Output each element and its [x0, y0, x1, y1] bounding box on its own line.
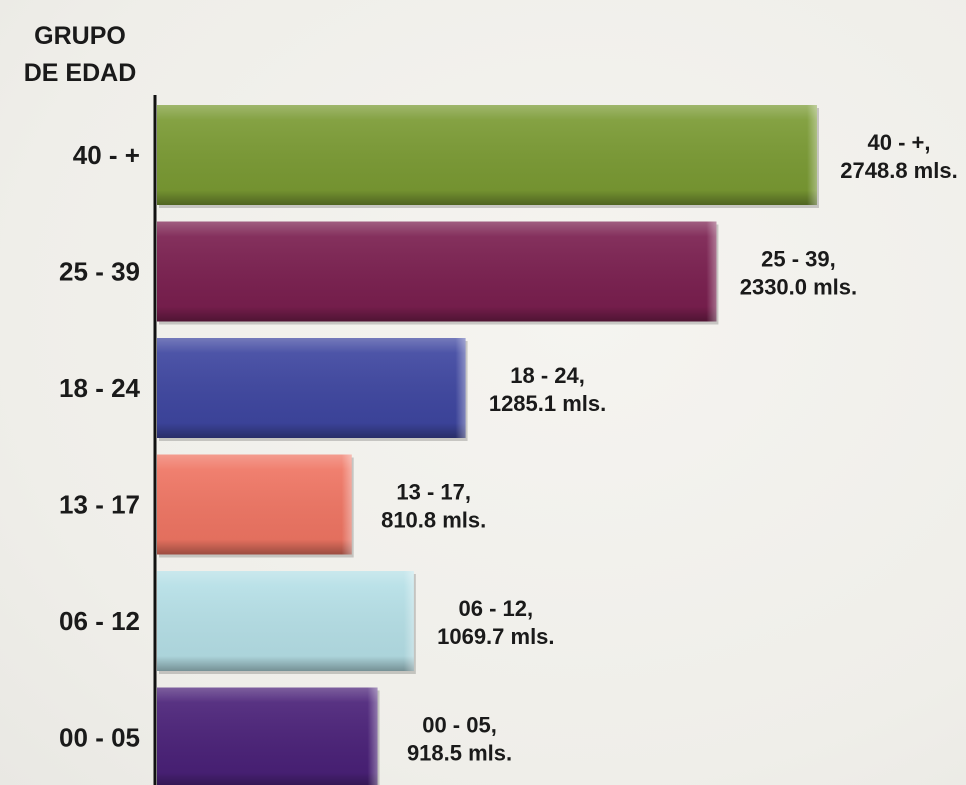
data-label-category: 06 - 12,	[459, 596, 534, 621]
y-tick-label: 13 - 17	[59, 490, 140, 520]
y-tick-label: 00 - 05	[59, 723, 140, 753]
bar-bevel	[157, 221, 717, 322]
bar-bevel	[157, 338, 466, 438]
data-label-category: 40 - +,	[868, 130, 931, 155]
bar-bevel	[157, 571, 414, 671]
data-label-value: 810.8 mls.	[381, 508, 486, 533]
data-label-value: 2330.0 mls.	[740, 275, 857, 300]
y-tick-label: 06 - 12	[59, 606, 140, 636]
data-label-category: 18 - 24,	[510, 363, 585, 388]
y-tick-label: 25 - 39	[59, 257, 140, 287]
tick-labels-group: 40 - + 25 - 39 18 - 24 13 - 17 06 - 12 00 - 0…	[59, 140, 140, 753]
bar-end-highlight	[403, 571, 414, 671]
data-label-category: 25 - 39,	[761, 247, 836, 272]
y-tick-label: 18 - 24	[59, 373, 140, 403]
data-label-value: 2748.8 mls.	[840, 158, 957, 183]
bar-bevel	[157, 687, 378, 785]
bar-end-highlight	[706, 221, 717, 322]
bar-end-highlight	[807, 105, 817, 205]
bars-group	[157, 105, 819, 785]
bar-bevel	[157, 454, 352, 555]
y-tick-label: 40 - +	[73, 140, 140, 170]
data-label-value: 1069.7 mls.	[437, 624, 554, 649]
data-labels-group: 40 - +, 2748.8 mls. 25 - 39, 2330.0 mls. 18 …	[381, 130, 958, 766]
y-axis-title-line-2: DE EDAD	[24, 59, 137, 87]
data-label-category: 00 - 05,	[422, 713, 497, 738]
bar-end-highlight	[367, 687, 378, 785]
bar-end-highlight	[455, 338, 466, 438]
bar-bevel	[157, 105, 817, 205]
data-label-category: 13 - 17,	[396, 480, 471, 505]
data-label-value: 918.5 mls.	[407, 741, 512, 766]
data-label-value: 1285.1 mls.	[489, 391, 606, 416]
bar-end-highlight	[341, 454, 352, 555]
y-axis-title-line-1: GRUPO	[34, 22, 126, 50]
